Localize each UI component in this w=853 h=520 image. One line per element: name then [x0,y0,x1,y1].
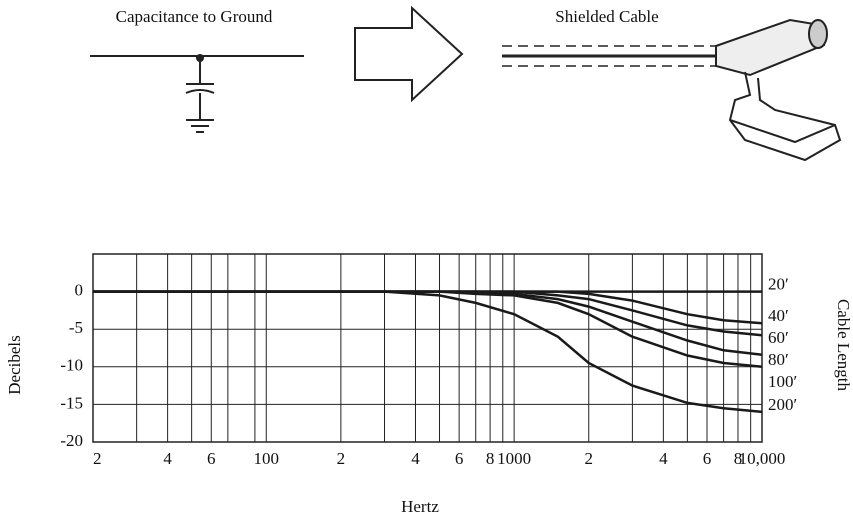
series-line [93,292,762,355]
x-tick-label: 6 [455,449,464,468]
y-tick-label: -20 [60,431,83,450]
x-tick-label: 10,000 [739,449,786,468]
x-tick-label: 8 [486,449,495,468]
series-label: 80′ [768,350,789,369]
page: Capacitance to Ground Shielded Cable Her… [0,0,853,520]
diagram-label: Shielded Cable [555,7,658,26]
x-tick-label: 4 [163,449,172,468]
x-tick-label: 6 [207,449,216,468]
diagram [90,8,840,160]
y-tick-label: -10 [60,356,83,375]
x-tick-label: 4 [411,449,420,468]
x-tick-label: 4 [659,449,668,468]
y-tick-label: -15 [60,393,83,412]
y-tick-label: 0 [75,281,84,300]
x-tick-label: 100 [254,449,280,468]
series-line [93,292,762,336]
y-tick-label: -5 [69,318,83,337]
series-label: 100′ [768,372,797,391]
diagram-label: Capacitance to Ground [116,7,273,26]
series-label: 40′ [768,306,789,325]
series-label: 20′ [768,275,789,294]
x-tick-label: 2 [584,449,593,468]
x-axis-label: Hertz [401,497,439,516]
series-line [93,292,762,412]
x-tick-label: 6 [703,449,712,468]
x-tick-label: 1000 [497,449,531,468]
y-axis-label: Decibels [5,335,24,394]
y2-axis-label: Cable Length [834,299,853,392]
x-tick-label: 2 [93,449,102,468]
x-tick-label: 2 [337,449,346,468]
series-label: 60′ [768,328,789,347]
series-label: 200′ [768,395,797,414]
